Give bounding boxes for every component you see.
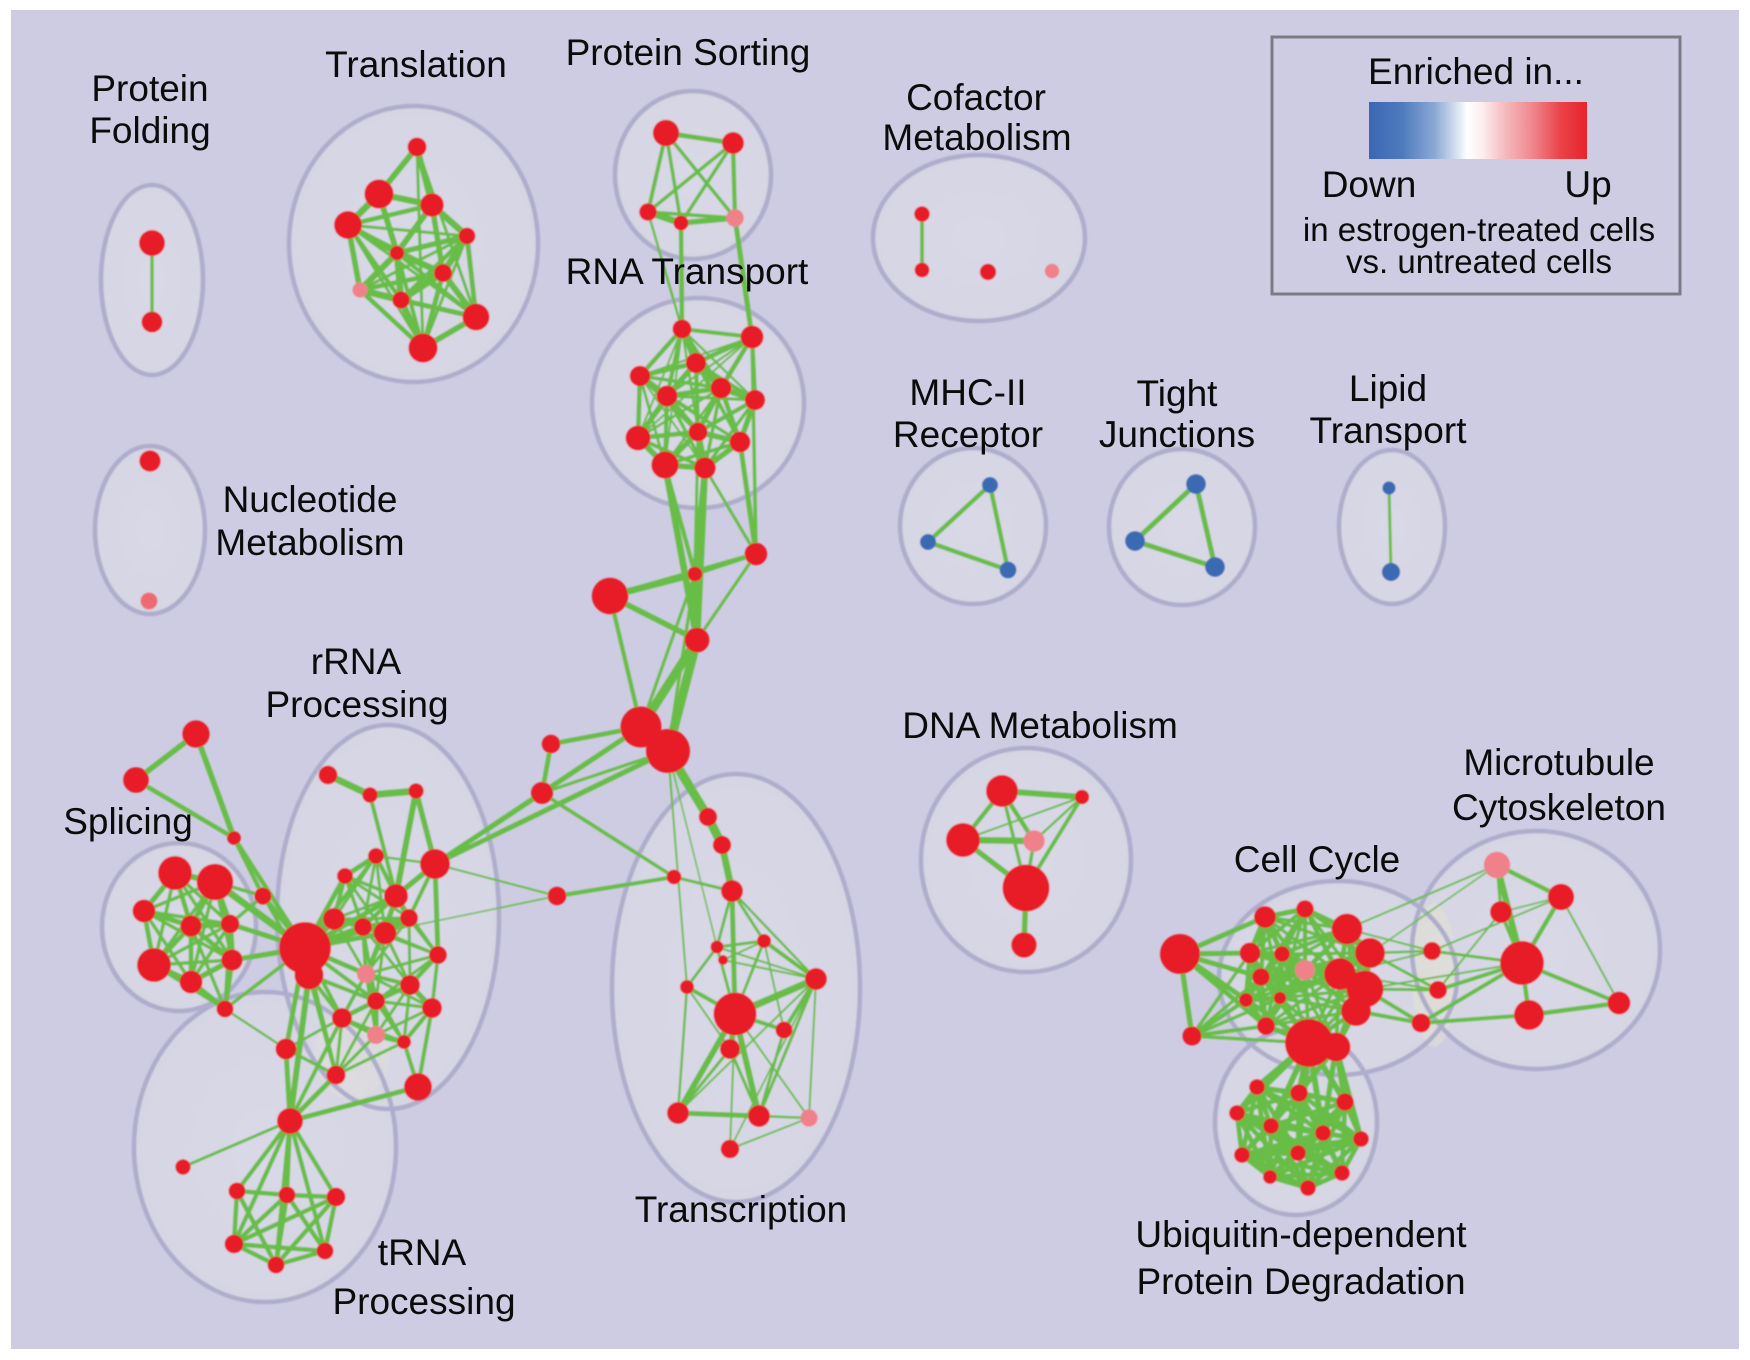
svg-text:Splicing: Splicing — [63, 801, 193, 842]
svg-text:Folding: Folding — [89, 110, 210, 151]
svg-text:Processing: Processing — [332, 1281, 515, 1322]
svg-text:Nucleotide: Nucleotide — [223, 479, 398, 520]
svg-text:Translation: Translation — [325, 44, 507, 85]
svg-text:Lipid: Lipid — [1349, 368, 1427, 409]
svg-text:Up: Up — [1564, 164, 1611, 205]
svg-text:Transcription: Transcription — [635, 1189, 847, 1230]
svg-text:Receptor: Receptor — [893, 414, 1043, 455]
svg-text:Microtubule: Microtubule — [1463, 742, 1654, 783]
svg-text:Cofactor: Cofactor — [906, 77, 1046, 118]
svg-text:Junctions: Junctions — [1099, 414, 1255, 455]
svg-text:MHC-II: MHC-II — [909, 372, 1026, 413]
svg-text:DNA Metabolism: DNA Metabolism — [902, 705, 1178, 746]
svg-text:Transport: Transport — [1310, 410, 1468, 451]
svg-text:Protein: Protein — [91, 68, 208, 109]
svg-text:Ubiquitin-dependent: Ubiquitin-dependent — [1135, 1214, 1467, 1255]
svg-text:Metabolism: Metabolism — [882, 117, 1071, 158]
svg-text:RNA Transport: RNA Transport — [566, 251, 809, 292]
svg-text:Tight: Tight — [1137, 373, 1219, 414]
svg-text:Enriched in...: Enriched in... — [1368, 51, 1584, 92]
svg-text:Cytoskeleton: Cytoskeleton — [1452, 787, 1666, 828]
svg-text:vs. untreated cells: vs. untreated cells — [1346, 243, 1612, 280]
svg-text:Protein Sorting: Protein Sorting — [566, 32, 811, 73]
svg-text:Protein Degradation: Protein Degradation — [1136, 1261, 1465, 1302]
svg-text:Down: Down — [1322, 164, 1417, 205]
svg-text:Processing: Processing — [265, 684, 448, 725]
svg-text:tRNA: tRNA — [378, 1232, 467, 1273]
svg-text:Metabolism: Metabolism — [215, 522, 404, 563]
svg-text:Cell Cycle: Cell Cycle — [1234, 839, 1401, 880]
svg-text:in estrogen-treated cells: in estrogen-treated cells — [1303, 211, 1655, 248]
svg-text:rRNA: rRNA — [311, 641, 402, 682]
